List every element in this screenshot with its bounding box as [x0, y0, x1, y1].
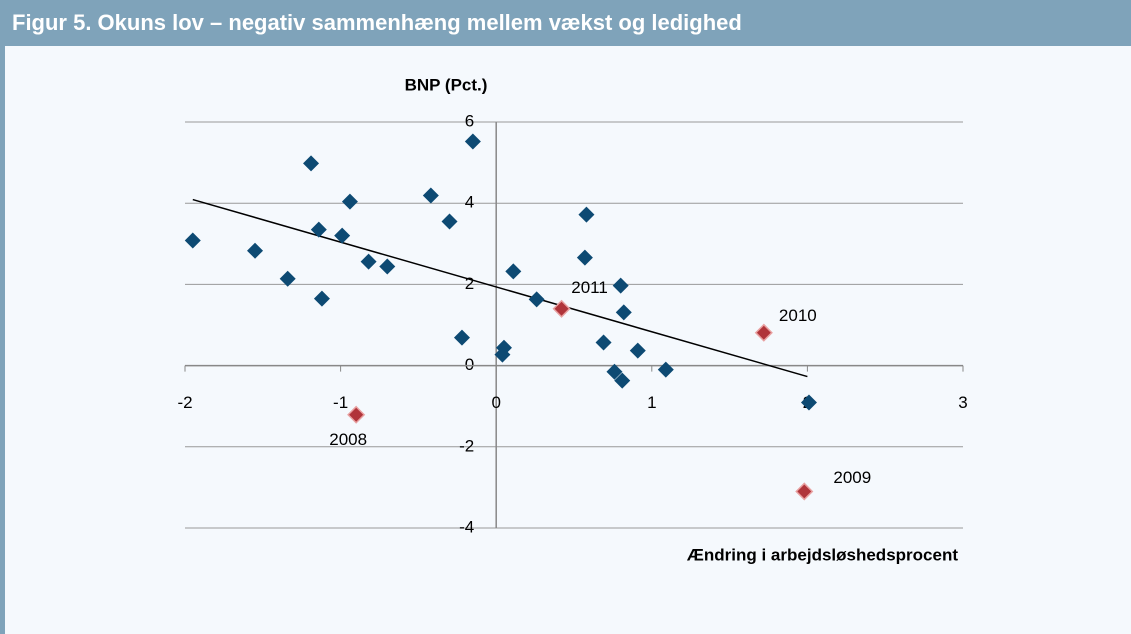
y-tick-label: -4 [459, 517, 474, 536]
point [800, 394, 817, 411]
x-tick-label: -2 [177, 393, 192, 412]
point [505, 263, 522, 280]
point [360, 253, 377, 270]
point [313, 290, 330, 307]
point [552, 299, 571, 318]
point [606, 363, 623, 380]
point [184, 232, 201, 249]
y-tick-label: -2 [459, 436, 474, 455]
chart-title: Figur 5. Okuns lov – negativ sammenhæng … [12, 10, 742, 35]
point [341, 193, 358, 210]
point [334, 227, 351, 244]
point [279, 270, 296, 287]
point [576, 249, 593, 266]
point [494, 346, 511, 363]
point [614, 372, 631, 389]
point [464, 133, 481, 150]
point [657, 361, 674, 378]
x-tick-label: 1 [647, 393, 656, 412]
header-bar: Figur 5. Okuns lov – negativ sammenhæng … [0, 0, 1131, 46]
y-axis-label: BNP (Pct.) [405, 75, 488, 94]
point [310, 221, 327, 238]
point [754, 323, 773, 342]
x-tick-label: 3 [958, 393, 967, 412]
point [629, 342, 646, 359]
x-tick-label: 0 [491, 393, 500, 412]
point [247, 242, 264, 259]
point [578, 206, 595, 223]
y-tick-label: 4 [465, 193, 474, 212]
y-tick-label: 0 [465, 355, 474, 374]
point-label: 2009 [833, 468, 871, 487]
x-tick-label: -1 [333, 393, 348, 412]
point [595, 334, 612, 351]
point [379, 258, 396, 275]
side-border [0, 46, 5, 634]
point-label: 2010 [779, 306, 817, 325]
point [422, 187, 439, 204]
point [795, 482, 814, 501]
point [612, 277, 629, 294]
y-tick-label: 6 [465, 111, 474, 130]
point-label: 2011 [571, 278, 608, 297]
point [615, 304, 632, 321]
point [303, 155, 320, 172]
y-tick-label: 2 [465, 274, 474, 293]
point-label: 2008 [329, 430, 367, 449]
point [347, 405, 366, 424]
point [453, 329, 470, 346]
point [441, 213, 458, 230]
x-axis-label: Ændring i arbejdsløshedsprocent [687, 545, 958, 564]
point [528, 291, 545, 308]
trend-line [192, 198, 808, 378]
